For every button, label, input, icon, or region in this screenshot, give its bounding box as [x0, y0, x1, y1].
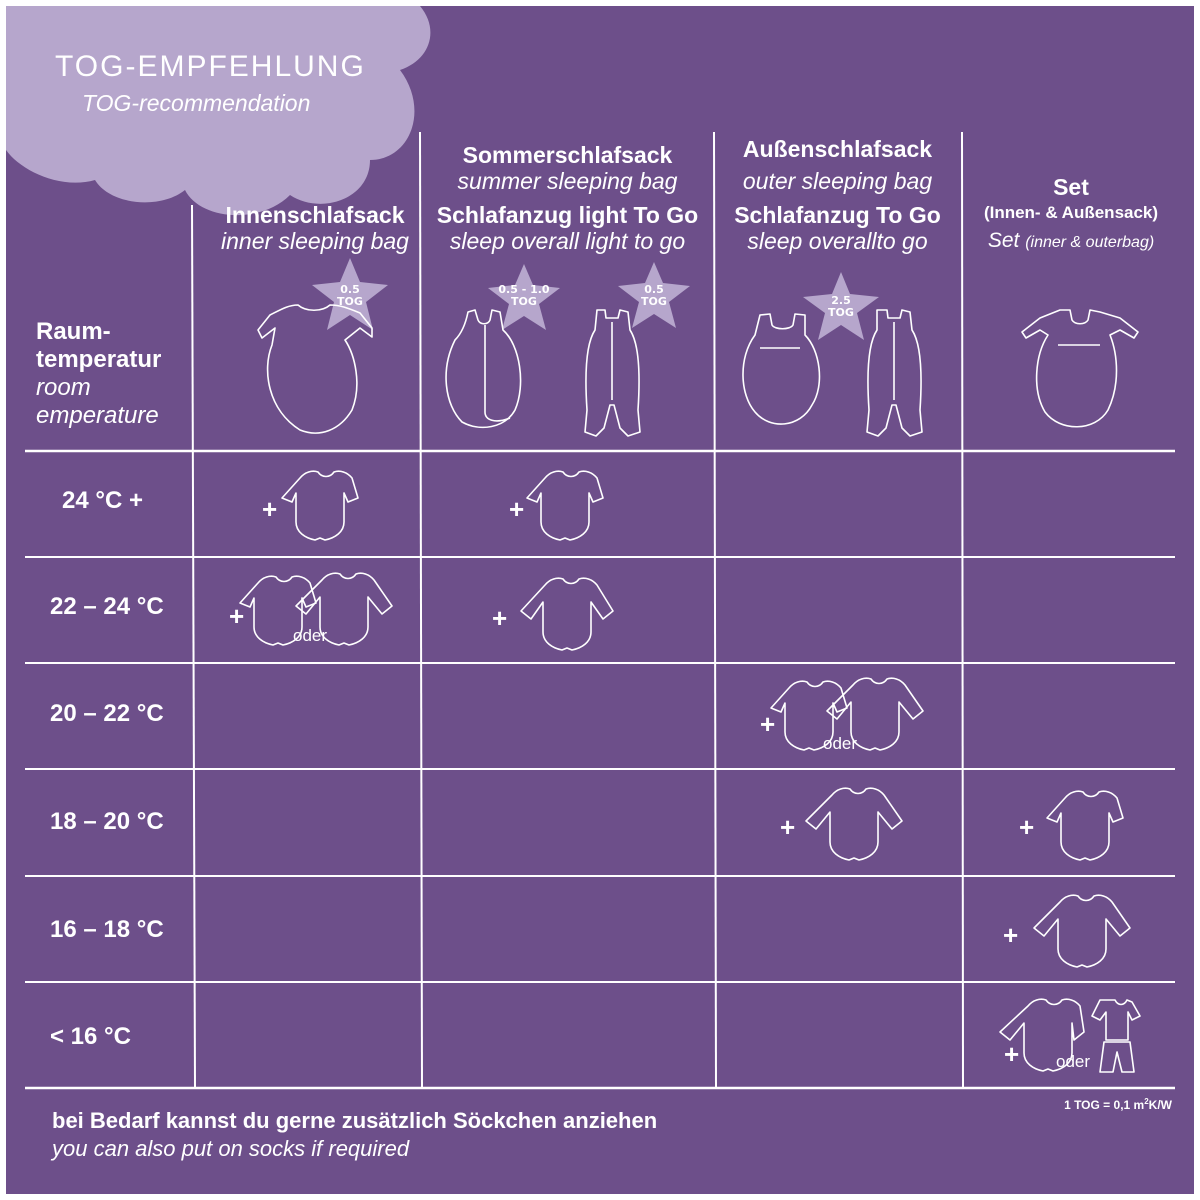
bodysuit-short-sleeve-icon	[281, 470, 359, 541]
star-icon	[312, 258, 388, 330]
col4-title: Set	[1053, 174, 1089, 200]
bodysuit-long-sleeve-icon	[520, 577, 614, 651]
set-bag-icon	[1021, 309, 1139, 428]
temp-row-4: 18 – 20 °C	[50, 808, 164, 835]
page-subtitle: TOG-recommendation	[82, 90, 311, 116]
oder-label: oder	[293, 626, 328, 645]
plus-sign: +	[780, 812, 796, 842]
row-header-en-line2: emperature	[36, 402, 159, 429]
temp-row-3: 20 – 22 °C	[50, 700, 164, 727]
footer-note-de: bei Bedarf kannst du gerne zusätzlich Sö…	[52, 1108, 658, 1133]
star-label-inner: 0.5 TOG	[337, 283, 363, 308]
col2-subtitle-top: summer sleeping bag	[457, 168, 678, 194]
plus-sign: +	[509, 494, 525, 524]
oder-label: oder	[823, 734, 858, 753]
col1-subtitle: inner sleeping bag	[221, 228, 409, 254]
temp-row-5: 16 – 18 °C	[50, 916, 164, 943]
plus-sign: +	[492, 603, 508, 633]
sleep-overall-icon	[584, 309, 641, 437]
cloud-shape	[6, 6, 431, 216]
plus-sign: +	[1004, 1039, 1020, 1069]
col3-subtitle-top: outer sleeping bag	[742, 168, 933, 194]
col2-subtitle: sleep overall light to go	[449, 228, 686, 254]
temp-row-6: < 16 °C	[50, 1023, 131, 1050]
plus-sign: +	[1019, 812, 1035, 842]
bodysuit-long-sleeve-icon	[826, 677, 924, 751]
sleeping-bag-sleeves-icon	[257, 304, 373, 434]
col3-title: Schlafanzug To Go	[734, 202, 941, 228]
temp-row-1: 24 °C +	[62, 487, 143, 514]
grid-lines	[25, 131, 1175, 1090]
col2-title: Schlafanzug light To Go	[436, 202, 699, 228]
star-icon	[803, 272, 879, 340]
tog-unit-note: 1 TOG = 0,1 m2K/W	[1064, 1097, 1172, 1112]
temp-row-2: 22 – 24 °C	[50, 593, 164, 620]
garment-icons	[239, 304, 1141, 1073]
footer-note-en: you can also put on socks if required	[52, 1136, 410, 1161]
plus-sign: +	[1003, 920, 1019, 950]
bodysuit-long-sleeve-icon	[805, 787, 903, 861]
star-label-outer: 2.5 TOG	[828, 294, 854, 319]
star-label-summer: 0.5 - 1.0 TOG	[498, 283, 550, 308]
bodysuit-short-sleeve-icon	[1046, 790, 1124, 861]
star-icon	[488, 264, 560, 330]
row-header-en-line1: room	[36, 374, 91, 401]
bodysuit-long-sleeve-icon	[295, 572, 393, 646]
outer-bag-icon	[742, 313, 821, 425]
plus-sign: +	[262, 494, 278, 524]
page-title: TOG-EMPFEHLUNG	[55, 50, 366, 83]
col3-title-top: Außenschlafsack	[742, 136, 933, 162]
plus-sign: +	[760, 709, 776, 739]
star-icon	[618, 262, 690, 328]
col1-title: Innenschlafsack	[225, 202, 405, 228]
col4-title-detail: (Innen- & Außensack)	[983, 203, 1159, 222]
bodysuit-short-sleeve-icon	[239, 575, 317, 646]
tog-stars	[312, 258, 879, 340]
plus-sign: +	[229, 601, 245, 631]
row-header-line2: temperatur	[36, 346, 162, 373]
col2-title-top: Sommerschlafsack	[462, 142, 673, 168]
bodysuit-long-sleeve-icon	[999, 998, 1085, 1072]
row-header-line1: Raum-	[36, 318, 111, 345]
sleep-overall-togo-icon	[866, 309, 923, 437]
oder-label: oder	[1056, 1052, 1091, 1071]
bodysuit-short-sleeve-icon	[526, 470, 604, 541]
pyjama-icon	[1091, 999, 1141, 1073]
col4-subtitle: Set (inner & outerbag)	[987, 229, 1155, 252]
bodysuit-short-sleeve-icon	[770, 680, 848, 751]
star-label-overall-light: 0.5 TOG	[641, 283, 667, 308]
bodysuit-long-sleeve-icon	[1033, 894, 1131, 968]
col3-subtitle: sleep overallto go	[747, 228, 928, 254]
